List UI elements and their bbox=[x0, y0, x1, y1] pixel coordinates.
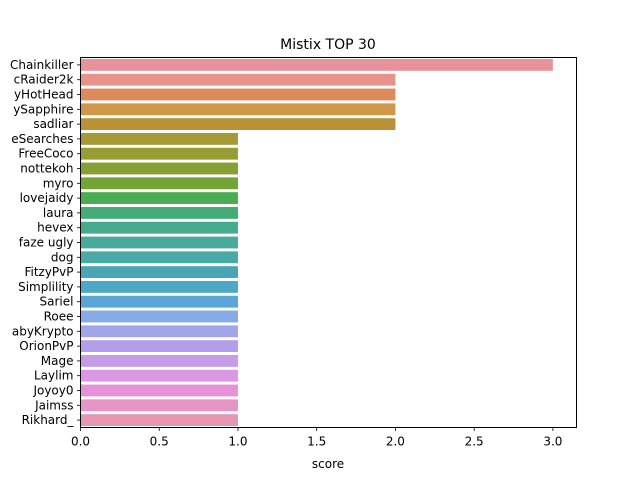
y-tick-label: eSearches bbox=[11, 132, 73, 146]
bar-24 bbox=[80, 414, 238, 427]
y-tick-label: myro bbox=[43, 176, 74, 190]
bar-21 bbox=[80, 369, 238, 382]
y-tick-label: FreeCoco bbox=[18, 147, 73, 161]
y-tick-label: Rikhard_ bbox=[22, 413, 75, 427]
bar-12 bbox=[80, 236, 238, 249]
y-tick-label: FitzyPvP bbox=[24, 265, 73, 279]
y-tick-label: OrionPvP bbox=[19, 339, 73, 353]
bar-11 bbox=[80, 221, 238, 234]
bar-1 bbox=[80, 73, 396, 86]
x-tick-label: 2.0 bbox=[386, 435, 405, 449]
plot-frame bbox=[80, 57, 577, 428]
y-axis-ticks: ChainkillercRaider2kyHotHeadySapphiresad… bbox=[10, 58, 81, 427]
y-tick-label: Jaimss bbox=[34, 398, 73, 412]
bar-9 bbox=[80, 192, 238, 205]
x-tick-label: 3.0 bbox=[543, 435, 562, 449]
bar-23 bbox=[80, 399, 238, 412]
bar-16 bbox=[80, 295, 238, 308]
bar-4 bbox=[80, 118, 396, 131]
bar-3 bbox=[80, 103, 396, 116]
bar-14 bbox=[80, 266, 238, 279]
bar-10 bbox=[80, 206, 238, 219]
bar-22 bbox=[80, 384, 238, 397]
bar-5 bbox=[80, 132, 238, 145]
y-tick-label: lovejaidy bbox=[20, 191, 74, 205]
bar-2 bbox=[80, 88, 396, 101]
y-tick-label: dog bbox=[51, 250, 74, 264]
bar-17 bbox=[80, 310, 238, 323]
x-tick-label: 1.0 bbox=[228, 435, 247, 449]
y-tick-label: laura bbox=[43, 206, 74, 220]
bars-group bbox=[80, 58, 553, 427]
bar-20 bbox=[80, 354, 238, 367]
y-tick-label: ySapphire bbox=[13, 102, 73, 116]
y-tick-label: Sariel bbox=[40, 295, 74, 309]
y-tick-label: Roee bbox=[44, 310, 74, 324]
y-tick-label: Laylim bbox=[34, 369, 74, 383]
x-tick-label: 2.5 bbox=[465, 435, 484, 449]
x-tick-label: 0.5 bbox=[150, 435, 169, 449]
bar-18 bbox=[80, 325, 238, 338]
bar-19 bbox=[80, 340, 238, 353]
x-tick-label: 1.5 bbox=[307, 435, 326, 449]
y-tick-label: Simplility bbox=[18, 280, 73, 294]
bar-15 bbox=[80, 280, 238, 293]
y-tick-label: Joyoy0 bbox=[32, 384, 73, 398]
y-tick-label: hevex bbox=[37, 221, 73, 235]
bar-13 bbox=[80, 251, 238, 264]
y-tick-label: yHotHead bbox=[14, 88, 74, 102]
y-tick-label: faze ugly bbox=[19, 236, 74, 250]
y-tick-label: nottekoh bbox=[20, 162, 73, 176]
x-axis-label: score bbox=[312, 457, 344, 471]
x-tick-label: 0.0 bbox=[71, 435, 90, 449]
y-tick-label: cRaider2k bbox=[14, 73, 74, 87]
y-tick-label: sadliar bbox=[33, 117, 73, 131]
bar-6 bbox=[80, 147, 238, 160]
bar-7 bbox=[80, 162, 238, 175]
chart-title: Mistix TOP 30 bbox=[280, 37, 376, 53]
y-tick-label: abyKrypto bbox=[12, 324, 74, 338]
bar-0 bbox=[80, 58, 553, 71]
bar-8 bbox=[80, 177, 238, 190]
y-tick-label: Chainkiller bbox=[10, 58, 74, 72]
x-axis-ticks: 0.0 0.5 1.0 1.5 2.0 2.5 3.0 bbox=[71, 427, 562, 449]
y-tick-label: Mage bbox=[41, 354, 74, 368]
